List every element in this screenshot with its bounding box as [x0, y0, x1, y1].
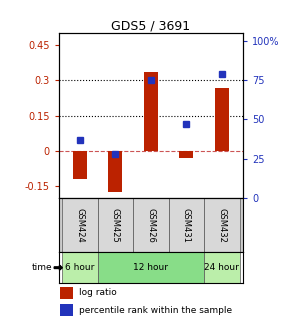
Bar	[98, 252, 204, 283]
Text: log ratio: log ratio	[79, 288, 117, 297]
Bar	[133, 198, 169, 252]
Text: GSM425: GSM425	[111, 208, 120, 243]
Bar	[144, 72, 158, 151]
Bar	[204, 198, 240, 252]
Text: percentile rank within the sample: percentile rank within the sample	[79, 305, 232, 315]
Bar	[215, 88, 229, 151]
Bar	[204, 252, 240, 283]
Text: time: time	[32, 263, 53, 272]
Text: 12 hour: 12 hour	[133, 263, 168, 272]
Title: GDS5 / 3691: GDS5 / 3691	[111, 20, 190, 33]
Text: GSM424: GSM424	[75, 208, 84, 243]
Bar	[62, 198, 98, 252]
Bar	[60, 304, 73, 316]
Bar	[73, 151, 87, 180]
Bar	[108, 151, 122, 192]
Text: GSM431: GSM431	[182, 208, 191, 243]
Text: 6 hour: 6 hour	[65, 263, 95, 272]
Bar	[62, 252, 98, 283]
Bar	[98, 198, 133, 252]
Bar	[60, 287, 73, 299]
Bar	[169, 198, 204, 252]
Bar	[179, 151, 193, 158]
Text: GSM426: GSM426	[146, 208, 155, 243]
Text: GSM432: GSM432	[217, 208, 226, 243]
Text: 24 hour: 24 hour	[205, 263, 239, 272]
